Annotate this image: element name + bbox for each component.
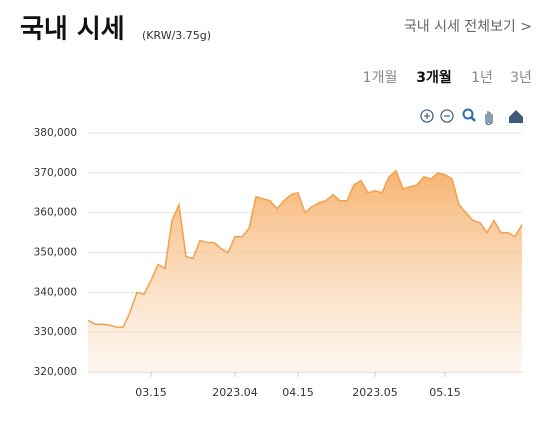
y-tick-label: 350,000 [34, 247, 77, 259]
x-tick-label: 04.15 [282, 386, 314, 399]
period-tab[interactable]: 3개월 [416, 69, 452, 86]
home-icon[interactable] [509, 110, 523, 123]
x-tick-label: 03.15 [135, 386, 167, 399]
toolbar [420, 108, 523, 126]
unit: (KRW/3.75g) [142, 29, 211, 42]
x-tick-label: 2023.05 [352, 386, 398, 399]
title: 국내 시세 [20, 15, 125, 45]
zoom-in-icon[interactable] [420, 109, 434, 123]
x-tick-label: 2023.04 [212, 386, 258, 399]
period-tab[interactable]: 3년 [510, 70, 532, 86]
y-tick-label: 330,000 [34, 326, 77, 338]
y-tick-label: 340,000 [34, 286, 77, 298]
pan-icon[interactable] [485, 111, 493, 126]
zoom-icon[interactable] [462, 108, 474, 120]
x-tick-label: 05.15 [429, 386, 461, 399]
y-tick-label: 380,000 [34, 127, 77, 139]
zoom-out-icon[interactable] [440, 109, 454, 123]
y-tick-label: 320,000 [34, 366, 77, 378]
view-all-link[interactable]: 국내 시세 전체보기 > [404, 19, 532, 35]
period-tab[interactable]: 1개월 [363, 70, 398, 86]
y-tick-label: 360,000 [34, 207, 77, 219]
period-tabs: 1개월 3개월 1년 3년 [363, 69, 532, 86]
period-tab[interactable]: 1년 [471, 70, 493, 86]
area [88, 170, 522, 372]
y-tick-label: 370,000 [34, 167, 77, 179]
line [87, 169, 523, 329]
